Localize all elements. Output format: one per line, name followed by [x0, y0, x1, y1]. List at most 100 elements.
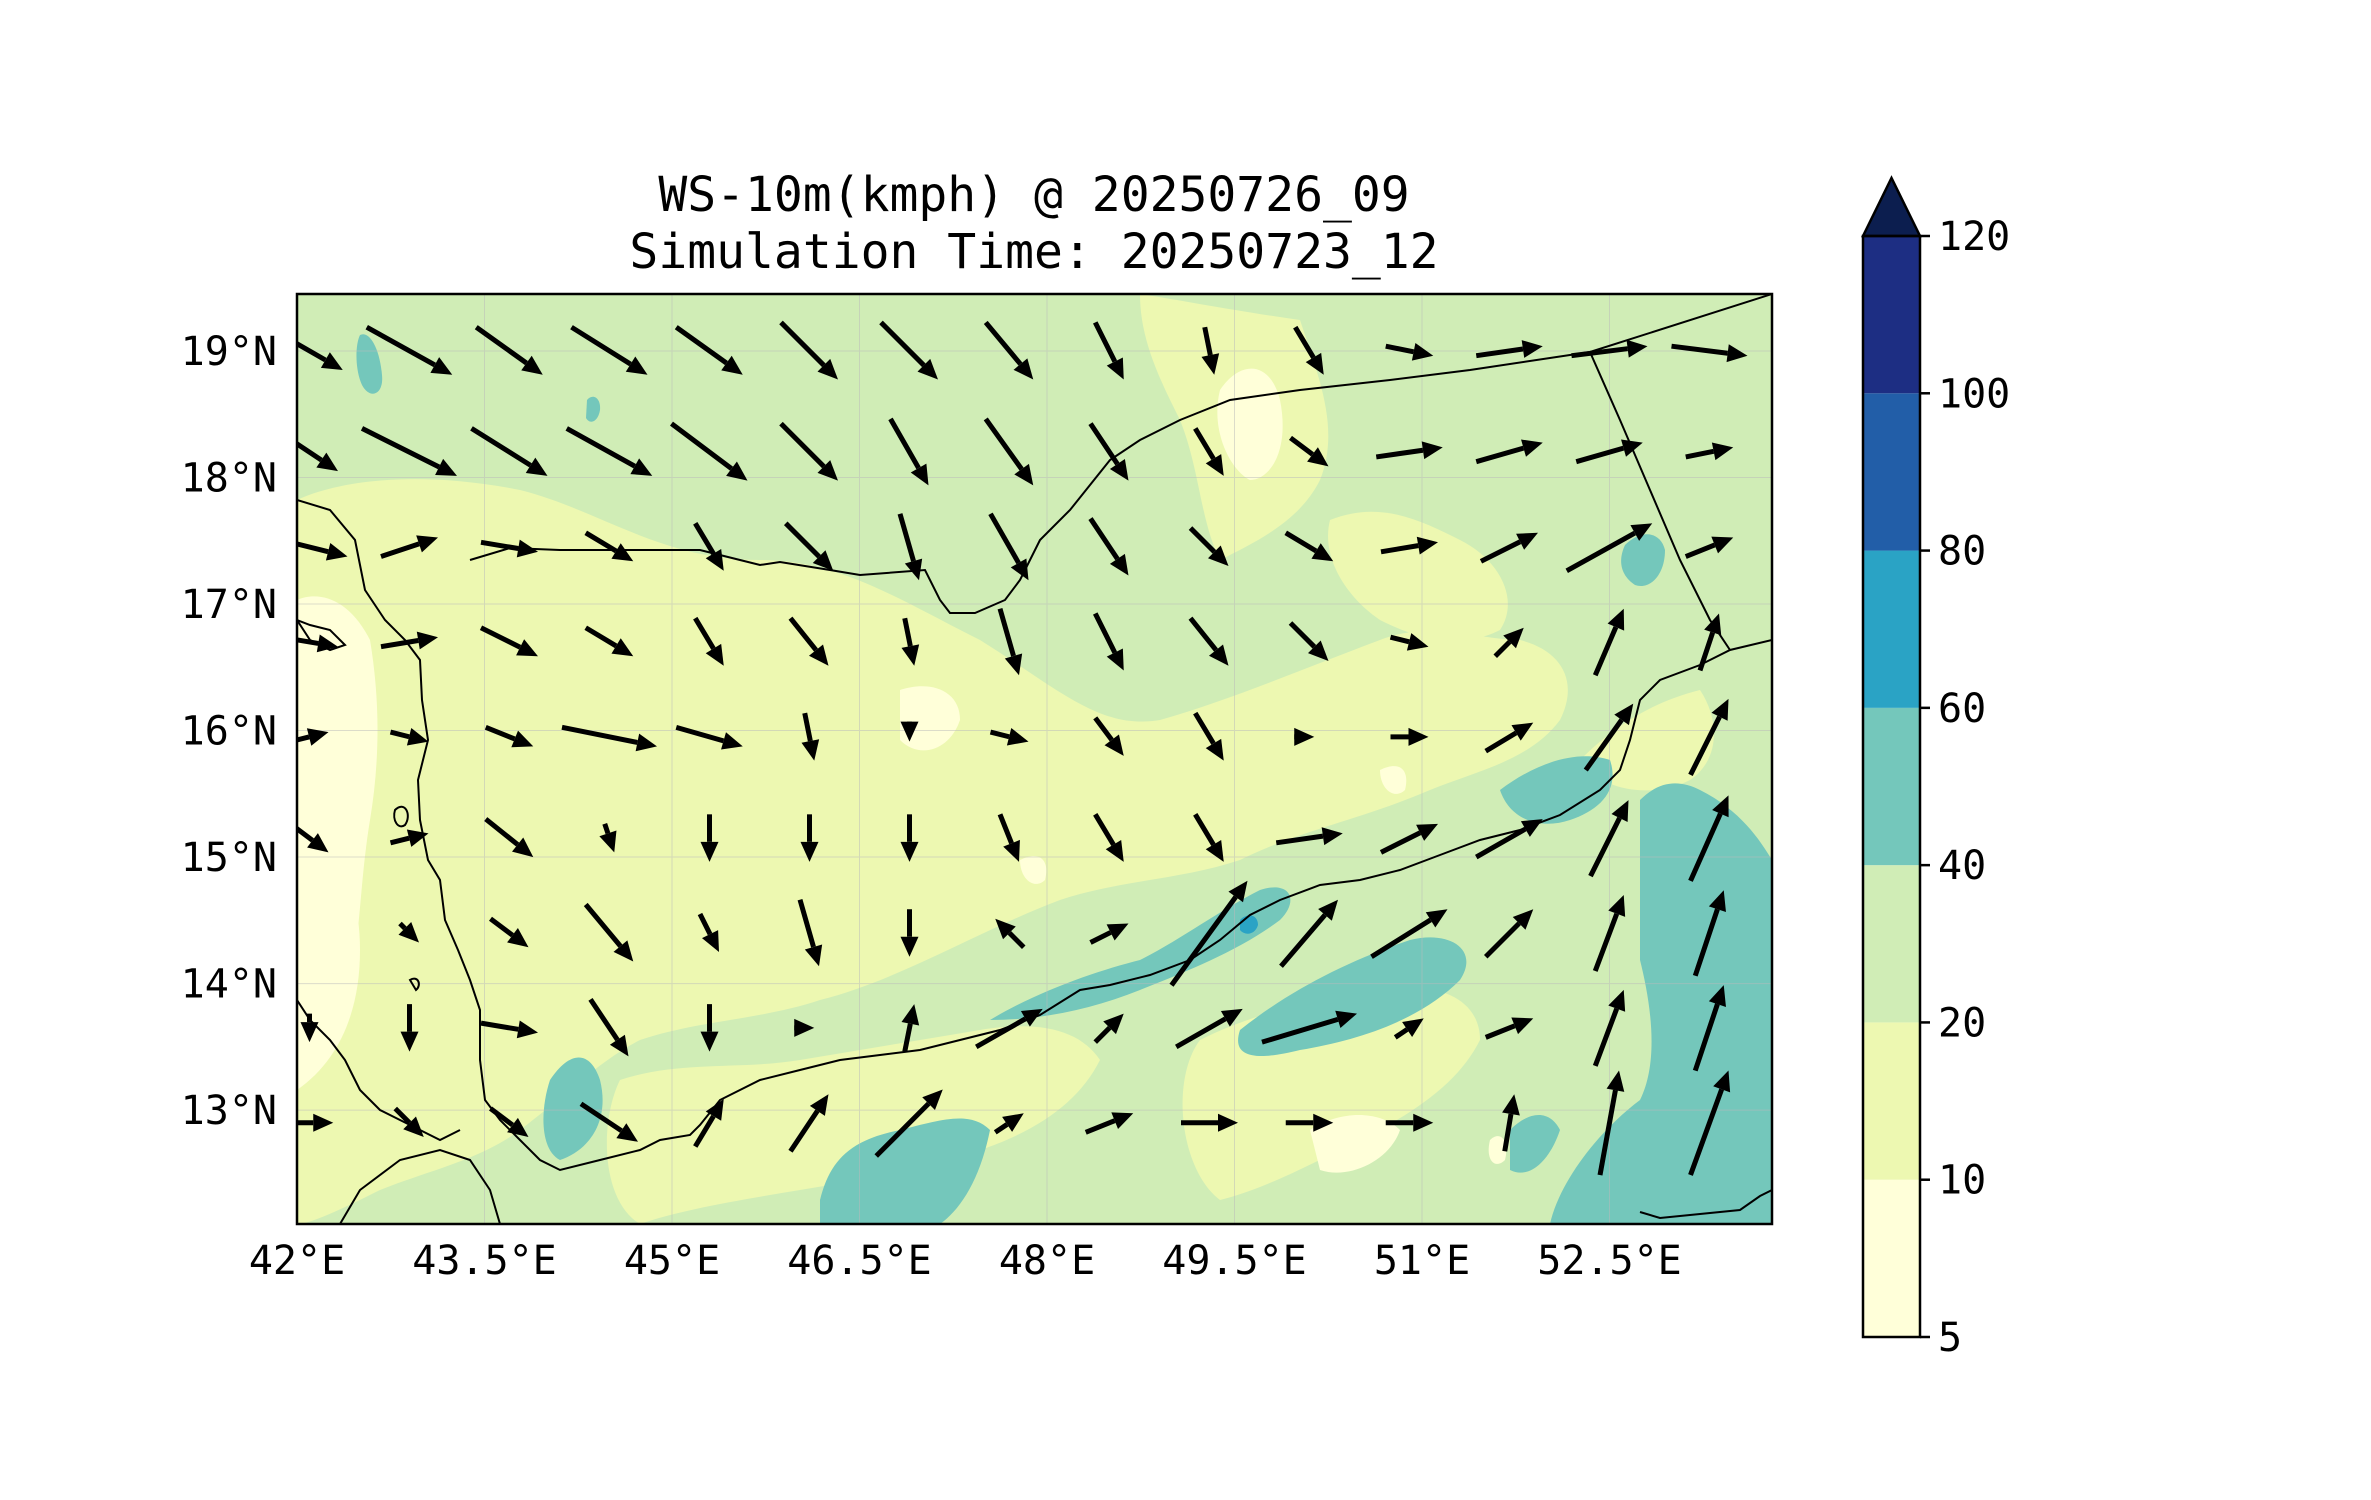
wind-arrow	[1288, 621, 1329, 661]
lon-tick-label: 51°E	[1374, 1238, 1470, 1284]
wind-arrow	[900, 909, 919, 957]
wind-arrow	[989, 728, 1029, 746]
wind-arrow	[599, 823, 617, 853]
wind-arrow	[1575, 439, 1643, 465]
wind-arrow	[1502, 1094, 1520, 1152]
wind-arrow	[480, 1020, 538, 1039]
wind-arrow	[993, 1113, 1024, 1135]
latitude-axis: 19°N 18°N 17°N 16°N 15°N 14°N 13°N	[181, 329, 277, 1134]
wind-arrow	[1592, 608, 1625, 677]
wind-arrow	[389, 728, 429, 746]
wind-arrow	[1484, 722, 1534, 754]
wind-arrow	[1093, 612, 1124, 671]
wind-arrow	[1370, 909, 1448, 959]
wind-arrow	[1583, 703, 1634, 772]
wind-speed-field-40-60	[356, 334, 1772, 1224]
wind-arrow	[1475, 340, 1543, 359]
wind-arrow	[297, 634, 338, 653]
wind-arrow	[693, 616, 724, 666]
wind-arrow	[1688, 795, 1729, 882]
wind-arrow	[474, 325, 543, 375]
wind-arrow	[897, 513, 923, 581]
wind-arrow	[975, 1008, 1043, 1050]
wind-arrow	[297, 340, 343, 370]
wind-arrow	[380, 535, 438, 559]
lat-tick-label: 14°N	[181, 962, 277, 1008]
wind-arrow	[470, 426, 548, 476]
wind-arrow	[1193, 427, 1224, 476]
wind-arrow	[794, 1018, 815, 1037]
wind-arrow	[1393, 1018, 1424, 1040]
island-hanish	[408, 977, 420, 992]
map-frame	[295, 292, 1774, 1226]
longitude-axis: 42°E 43.5°E 45°E 46.5°E 48°E 49.5°E 51°E 52.5°E	[249, 1238, 1682, 1284]
lon-tick-label: 49.5°E	[1162, 1238, 1307, 1284]
lat-tick-label: 19°N	[181, 329, 277, 375]
wind-arrow	[700, 814, 719, 862]
wind-arrow	[1597, 1070, 1625, 1176]
wind-arrow	[1284, 530, 1334, 562]
wind-arrow	[888, 417, 929, 486]
wind-arrow	[779, 320, 838, 380]
colorbar-segment	[1863, 1022, 1920, 1180]
island-kamaran	[393, 805, 409, 828]
colorbar: 5 10 20 40 60 80 100 120	[1860, 175, 2010, 1361]
coastline-west	[297, 499, 1772, 1172]
wind-arrow	[693, 1099, 724, 1148]
wind-arrow	[788, 616, 829, 666]
wind-arrow	[489, 916, 529, 948]
wind-arrow	[1475, 439, 1543, 465]
wind-arrow	[300, 1013, 319, 1043]
wind-arrow	[1493, 627, 1524, 658]
wind-arrow	[584, 625, 634, 657]
colorbar-level-label: 5	[1938, 1315, 1962, 1361]
wind-arrow	[297, 440, 338, 472]
wind-arrow	[670, 421, 748, 481]
wind-arrow	[801, 712, 820, 761]
wind-arrow	[900, 814, 919, 862]
wind-arrow	[1685, 442, 1734, 461]
wind-arrow	[1093, 716, 1124, 756]
map-gridlines	[297, 294, 1772, 1224]
wind-arrow	[675, 724, 743, 750]
wind-arrow	[1484, 1017, 1534, 1040]
wind-arrow	[1293, 325, 1324, 375]
wind-arrow	[779, 421, 838, 481]
wind-arrow	[983, 417, 1034, 486]
coastline-eritrea	[297, 999, 461, 1142]
wind-arrow	[1093, 813, 1124, 862]
colorbar-extend-max	[1860, 175, 1923, 238]
title-line-1: WS-10m(kmph) @ 20250726_09	[658, 167, 1409, 223]
wind-arrow	[1565, 523, 1653, 573]
lat-tick-label: 17°N	[181, 582, 277, 628]
wind-arrow	[479, 625, 538, 657]
wind-arrow	[1261, 1010, 1357, 1045]
wind-arrow	[1285, 1113, 1334, 1132]
colorbar-frame	[1861, 234, 1922, 1339]
wind-arrow	[1188, 526, 1229, 567]
wind-arrow	[1697, 613, 1722, 672]
wind-arrow	[297, 825, 329, 853]
socotra-coast	[1639, 1189, 1772, 1220]
wind-arrow	[988, 512, 1029, 581]
lon-tick-label: 42°E	[249, 1238, 345, 1284]
coastline-horn-of-africa	[339, 1148, 501, 1224]
wind-arrow	[1275, 827, 1343, 846]
wind-arrow	[1084, 1112, 1134, 1135]
wind-arrow	[874, 1089, 943, 1158]
wind-arrow	[788, 1094, 829, 1153]
wind-arrow	[1483, 909, 1534, 959]
wind-arrow	[297, 1113, 334, 1132]
colorbar-level-label: 100	[1938, 371, 2010, 417]
colorbar-segment	[1863, 550, 1920, 708]
wind-arrow	[489, 1106, 529, 1138]
wind-arrow	[484, 817, 534, 858]
wind-arrow	[693, 522, 724, 571]
colorbar-segment	[1863, 865, 1920, 1023]
wind-arrow	[484, 725, 534, 748]
lon-tick-label: 48°E	[999, 1238, 1095, 1284]
wind-arrow	[1089, 923, 1129, 945]
lon-tick-label: 46.5°E	[787, 1238, 932, 1284]
wind-arrow	[1088, 422, 1129, 481]
